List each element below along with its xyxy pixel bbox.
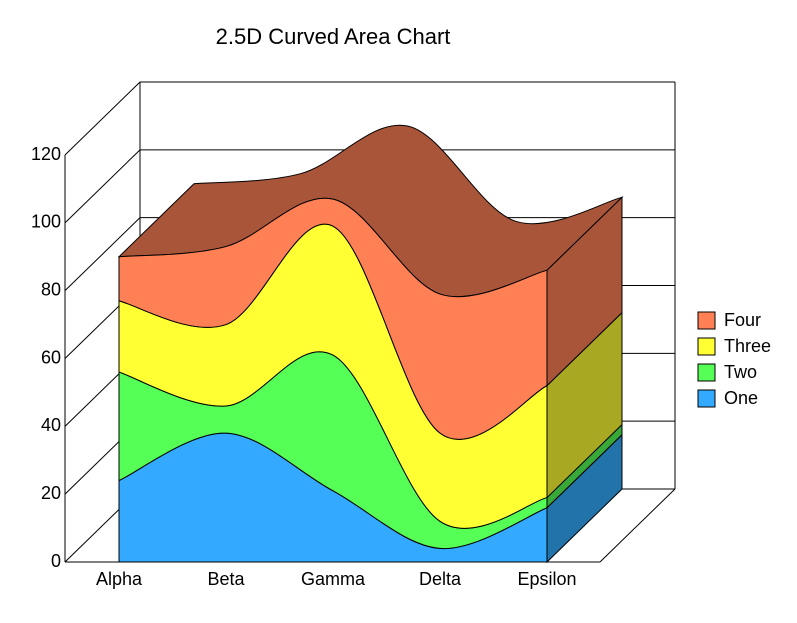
legend-label: One — [724, 388, 758, 408]
y-tick-label: 40 — [41, 415, 61, 435]
y-tick-label: 100 — [31, 212, 61, 232]
legend-swatch — [697, 363, 716, 382]
y-tick-label: 120 — [31, 144, 61, 164]
x-tick-label: Beta — [207, 569, 245, 589]
y-tick-label: 60 — [41, 347, 61, 367]
legend-swatch — [697, 389, 716, 408]
x-tick-label: Gamma — [301, 569, 366, 589]
x-tick-label: Delta — [419, 569, 462, 589]
legend-label: Three — [724, 336, 771, 356]
grid-line — [64, 81, 141, 156]
y-tick-label: 20 — [41, 483, 61, 503]
y-tick-label: 80 — [41, 279, 61, 299]
legend-swatch — [697, 337, 716, 356]
area — [118, 197, 548, 440]
y-tick-label: 0 — [51, 551, 61, 571]
x-tick-label: Alpha — [96, 569, 143, 589]
legend-swatch — [697, 311, 716, 330]
x-tick-label: Epsilon — [517, 569, 576, 589]
grid-line — [64, 149, 141, 224]
chart-title: 2.5D Curved Area Chart — [216, 24, 451, 49]
legend-label: Two — [724, 362, 757, 382]
legend-label: Four — [724, 310, 761, 330]
floor-edge — [599, 488, 676, 563]
grid-line — [64, 217, 141, 292]
